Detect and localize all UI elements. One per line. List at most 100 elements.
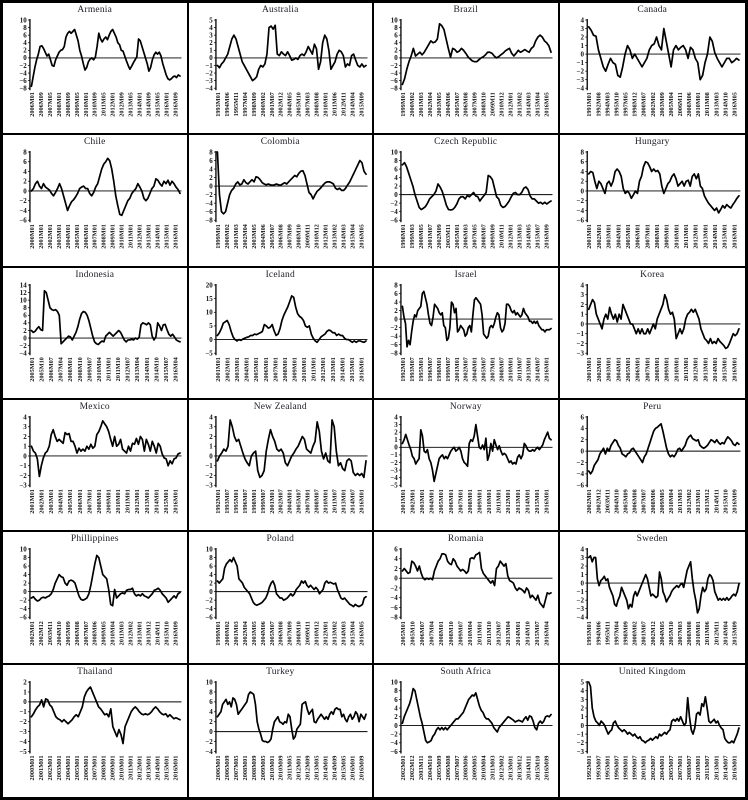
x-tick-label: 2011M10: [115, 357, 122, 381]
chart-cell-czech-republic: Czech Republic 10 8 6 4 2 0 −2 −4 −6 1998M01 1999M0…: [374, 135, 560, 268]
y-tick-label: 8: [209, 554, 213, 562]
y-tick-label: 2: [23, 580, 27, 588]
y-tick-label: −5: [205, 349, 213, 357]
x-tick-label: 2007M01: [490, 357, 497, 381]
x-tick-label: 2003M01: [48, 489, 55, 513]
x-tick-label: 2006M08: [631, 489, 638, 513]
x-tick-label: 2005M07: [268, 225, 275, 249]
x-tick-label: 2005M10: [667, 622, 674, 646]
x-tick-label: 2000M01: [29, 225, 36, 249]
y-tick-label: 6: [580, 413, 584, 421]
x-tick-label: 2014M01: [712, 357, 719, 381]
x-tick-label: 2012M09: [304, 755, 311, 780]
x-tick-label: 2012M01: [692, 357, 699, 381]
x-tick-label: 2014M07: [535, 357, 542, 381]
x-tick-label: 2004M01: [658, 755, 665, 780]
x-tick-label: 2002M01: [400, 755, 407, 780]
x-tick-label: 2013M03: [517, 225, 524, 249]
y-tick-label: −2: [205, 737, 213, 745]
y-tick-label: 4: [23, 39, 27, 47]
x-tick-label: 1997M05: [622, 92, 629, 116]
x-tick-label: 2007M09: [286, 225, 293, 249]
x-tick-label: 2011M10: [486, 622, 493, 646]
x-tick-label: 2009M07: [86, 357, 93, 381]
x-tick-label: 2013M05: [128, 92, 135, 116]
y-tick-label: 20: [205, 281, 212, 289]
x-tick-label: 2004M01: [472, 357, 479, 381]
x-tick-label: 1996M07: [241, 489, 248, 513]
x-tick-label: 2007M01: [304, 489, 311, 513]
x-tick-label: 2004M01: [429, 489, 436, 513]
x-tick-label: 2012M02: [499, 755, 506, 780]
x-tick-label: 2015M01: [721, 357, 728, 381]
x-tick-label: 2011M07: [331, 489, 338, 513]
x-tick-label: 2007M05: [472, 225, 479, 249]
x-tick-label: 2015M04: [349, 225, 356, 249]
x-tick-label: 2011M03: [676, 489, 683, 513]
x-tick-label: 2006M01: [262, 357, 269, 381]
y-tick-label: −1: [19, 708, 27, 716]
y-tick-label: −4: [576, 614, 584, 622]
y-tick-label: 0: [23, 698, 27, 706]
x-tick-label: 1992M01: [400, 357, 407, 381]
x-tick-label: 2013M12: [517, 755, 524, 780]
x-tick-label: 2001M03: [232, 225, 239, 249]
chart-cell-australia: Australia 5 4 3 2 1 0 −1 −2 −3 −4 1993M01 1994M06 199…: [188, 3, 374, 136]
x-tick-label: 2008M01: [467, 489, 474, 513]
y-tick-label: 3: [209, 423, 213, 431]
y-tick-label: 10: [205, 308, 212, 316]
x-tick-label: 2012M09: [119, 92, 126, 116]
x-tick-label: 2014M01: [137, 92, 144, 116]
x-tick-label: 2016M04: [544, 622, 551, 646]
data-series-line: [401, 22, 552, 86]
x-tick-label: 2008M01: [281, 357, 288, 381]
x-tick-label: 2012M01: [137, 755, 144, 780]
x-tick-label: 2016M09: [544, 225, 551, 249]
x-tick-label: 2002M12: [595, 489, 602, 513]
x-tick-label: 2006M01: [634, 225, 641, 249]
y-tick-label: 1: [23, 688, 27, 696]
x-tick-label: 1995M11: [232, 92, 239, 116]
y-tick-label: 5: [580, 678, 584, 686]
x-tick-label: 2005M09: [436, 755, 443, 780]
x-tick-label: 2004M10: [56, 622, 63, 646]
x-tick-label: 1998M12: [631, 92, 638, 116]
x-tick-label: 2006M01: [448, 489, 455, 513]
x-tick-label: 2008M01: [101, 225, 108, 249]
y-tick-label: −1: [576, 588, 584, 596]
x-tick-label: 1993M07: [595, 755, 602, 780]
x-tick-label: 2014M10: [722, 92, 729, 116]
x-tick-label: 2004M01: [286, 489, 293, 513]
y-tick-label: 10: [20, 546, 27, 554]
y-tick-label: 0: [23, 588, 27, 596]
y-tick-label: 8: [209, 149, 213, 157]
y-tick-label: 0: [394, 575, 398, 583]
y-tick-label: −4: [19, 737, 27, 745]
x-tick-label: 2004M01: [58, 489, 65, 513]
x-tick-label: 2005M01: [67, 489, 74, 513]
y-tick-label: −2: [19, 197, 27, 205]
x-tick-label: 2010M04: [96, 357, 103, 381]
y-tick-label: 2: [209, 39, 213, 47]
x-tick-label: 2002M01: [224, 357, 231, 381]
x-tick-label: 2012M01: [322, 225, 329, 249]
x-tick-label: 2014M11: [155, 622, 162, 646]
x-tick-label: 2009M05: [472, 755, 479, 780]
x-tick-label: 2010M01: [508, 357, 515, 381]
chart-cell-peru: Peru 6 4 2 0 −2 −4 −6 2002M01 2002M12 2003M11 2004M…: [559, 399, 745, 533]
x-tick-label: 2007M01: [644, 357, 651, 381]
x-tick-label: 2016M09: [173, 622, 180, 646]
x-tick-label: 2006M11: [676, 92, 683, 116]
y-tick-label: −5: [390, 481, 398, 489]
x-tick-label: 2014M01: [712, 225, 719, 249]
y-tick-label: 5: [209, 16, 213, 24]
x-tick-label: 2009M05: [259, 755, 266, 780]
x-tick-label: 2005M01: [74, 755, 81, 780]
data-series-line: [587, 293, 740, 349]
x-tick-label: 2002M01: [595, 225, 602, 249]
x-tick-label: 2008M01: [101, 755, 108, 780]
x-tick-label: 2002M04: [241, 225, 248, 249]
